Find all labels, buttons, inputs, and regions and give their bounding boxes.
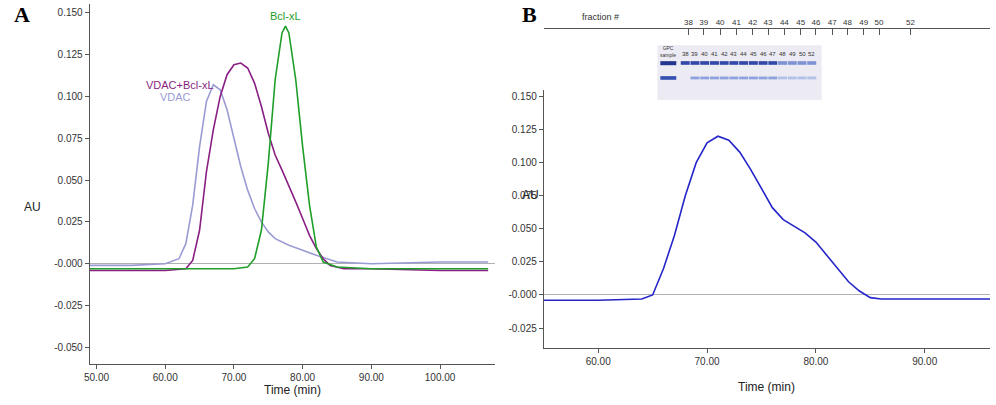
svg-text:44: 44 <box>780 18 789 27</box>
svg-text:0.125: 0.125 <box>58 49 83 60</box>
svg-text:41: 41 <box>732 18 741 27</box>
svg-text:0.050: 0.050 <box>512 223 537 234</box>
svg-text:45: 45 <box>796 18 805 27</box>
svg-text:49: 49 <box>859 18 868 27</box>
svg-text:46: 46 <box>811 18 820 27</box>
svg-text:fraction #: fraction # <box>582 12 619 22</box>
svg-text:80.00: 80.00 <box>290 372 315 383</box>
svg-text:GPCsample: GPCsample <box>660 45 676 58</box>
svg-text:50: 50 <box>799 51 806 57</box>
svg-text:50: 50 <box>875 18 884 27</box>
svg-text:-0.025: -0.025 <box>54 300 83 311</box>
svg-text:52: 52 <box>906 18 915 27</box>
svg-text:Time (min): Time (min) <box>264 383 321 397</box>
svg-text:49: 49 <box>789 51 796 57</box>
svg-text:A: A <box>14 2 30 27</box>
svg-text:48: 48 <box>843 18 852 27</box>
svg-text:-0.025: -0.025 <box>508 323 537 334</box>
svg-text:60.00: 60.00 <box>586 356 611 367</box>
svg-text:0.025: 0.025 <box>58 216 83 227</box>
svg-text:-0.000: -0.000 <box>54 258 83 269</box>
svg-text:45: 45 <box>750 51 757 57</box>
svg-text:0.150: 0.150 <box>58 7 83 18</box>
svg-text:60.00: 60.00 <box>153 372 178 383</box>
svg-text:42: 42 <box>748 18 757 27</box>
svg-text:VDAC+Bcl-xL: VDAC+Bcl-xL <box>146 79 214 91</box>
svg-text:0.125: 0.125 <box>512 124 537 135</box>
svg-text:39: 39 <box>691 51 698 57</box>
svg-text:Time (min): Time (min) <box>738 380 795 394</box>
svg-text:40: 40 <box>701 51 708 57</box>
svg-text:B: B <box>522 2 537 27</box>
svg-text:47: 47 <box>828 18 837 27</box>
svg-text:47: 47 <box>769 51 776 57</box>
svg-text:-0.050: -0.050 <box>54 342 83 353</box>
svg-text:0.100: 0.100 <box>58 91 83 102</box>
svg-text:0.075: 0.075 <box>58 133 83 144</box>
svg-text:43: 43 <box>730 51 737 57</box>
svg-text:VDAC: VDAC <box>160 91 191 103</box>
svg-text:38: 38 <box>684 18 693 27</box>
svg-text:43: 43 <box>764 18 773 27</box>
svg-text:0.050: 0.050 <box>58 175 83 186</box>
svg-text:41: 41 <box>711 51 718 57</box>
svg-text:40: 40 <box>716 18 725 27</box>
svg-text:100.00: 100.00 <box>425 372 456 383</box>
svg-text:38: 38 <box>682 51 689 57</box>
svg-text:0.075: 0.075 <box>512 190 537 201</box>
svg-text:90.00: 90.00 <box>912 356 937 367</box>
svg-text:0.025: 0.025 <box>512 256 537 267</box>
svg-text:80.00: 80.00 <box>803 356 828 367</box>
svg-text:0.100: 0.100 <box>512 157 537 168</box>
svg-text:-0.000: -0.000 <box>508 289 537 300</box>
svg-text:46: 46 <box>760 51 767 57</box>
svg-text:52: 52 <box>808 51 815 57</box>
svg-text:AU: AU <box>24 200 41 214</box>
svg-text:44: 44 <box>740 51 747 57</box>
svg-text:70.00: 70.00 <box>695 356 720 367</box>
svg-text:0.150: 0.150 <box>512 91 537 102</box>
svg-text:AU: AU <box>522 188 539 202</box>
svg-text:70.00: 70.00 <box>221 372 246 383</box>
svg-text:48: 48 <box>779 51 786 57</box>
svg-text:90.00: 90.00 <box>359 372 384 383</box>
svg-text:39: 39 <box>699 18 708 27</box>
svg-text:50.00: 50.00 <box>84 372 109 383</box>
svg-text:Bcl-xL: Bcl-xL <box>270 10 301 22</box>
svg-text:42: 42 <box>721 51 728 57</box>
